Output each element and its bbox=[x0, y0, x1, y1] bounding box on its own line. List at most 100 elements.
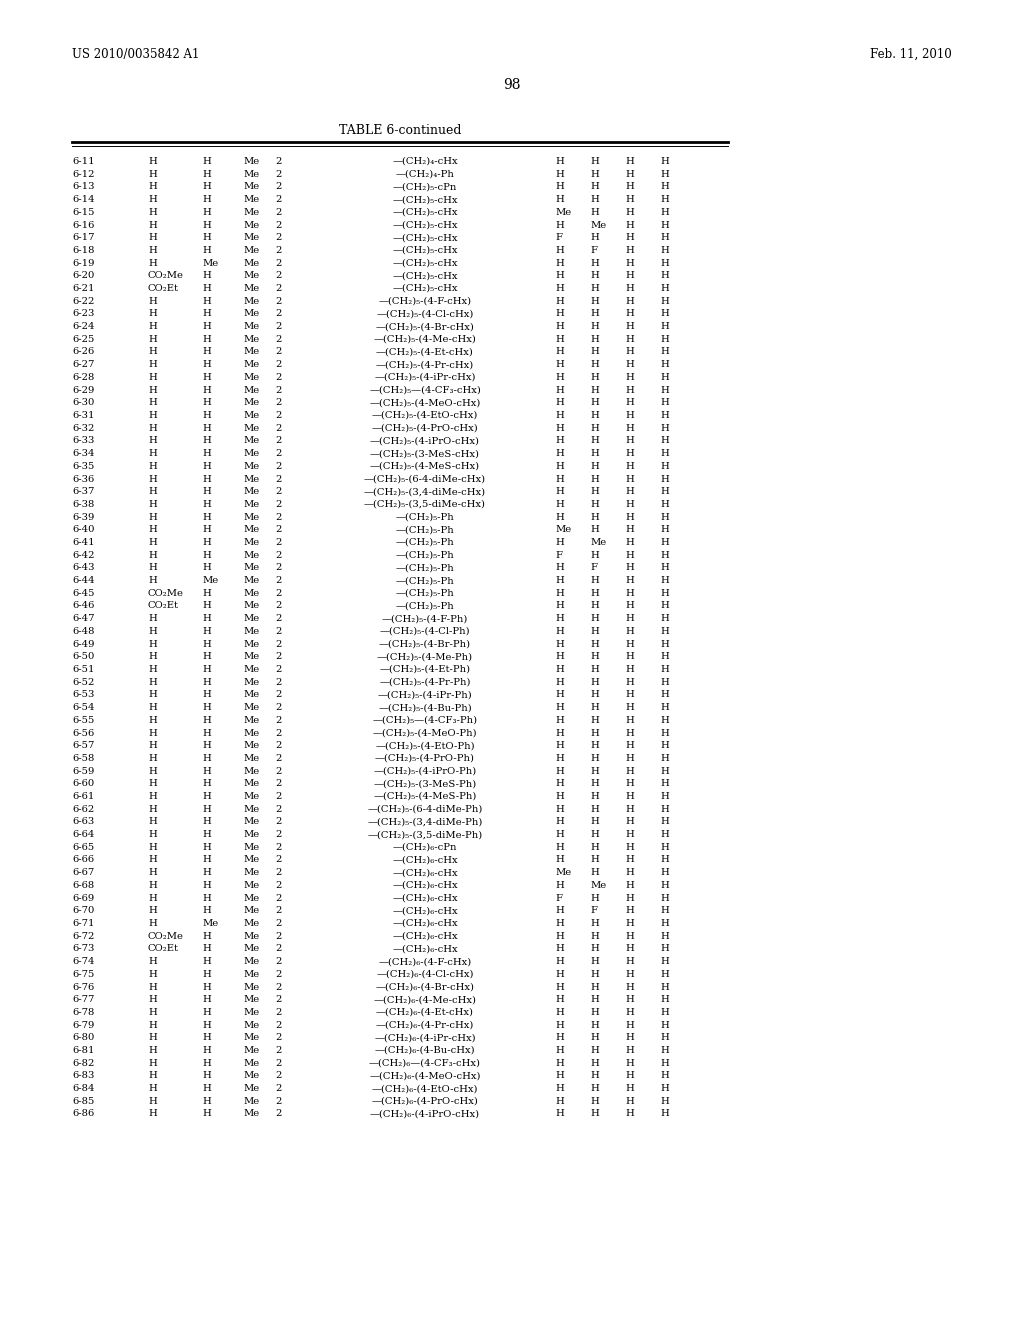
Text: 6-34: 6-34 bbox=[72, 449, 94, 458]
Text: Me: Me bbox=[202, 259, 218, 268]
Text: H: H bbox=[202, 729, 211, 738]
Text: 6-83: 6-83 bbox=[72, 1072, 94, 1080]
Text: Me: Me bbox=[555, 869, 571, 878]
Text: Me: Me bbox=[243, 995, 259, 1005]
Text: H: H bbox=[660, 779, 669, 788]
Text: H: H bbox=[625, 894, 634, 903]
Text: —(CH₂)₆-cHx: —(CH₂)₆-cHx bbox=[392, 932, 458, 941]
Text: H: H bbox=[202, 995, 211, 1005]
Text: 2: 2 bbox=[275, 539, 282, 546]
Text: H: H bbox=[660, 437, 669, 445]
Text: 6-16: 6-16 bbox=[72, 220, 94, 230]
Text: H: H bbox=[625, 322, 634, 331]
Text: 2: 2 bbox=[275, 335, 282, 343]
Text: H: H bbox=[590, 767, 599, 776]
Text: H: H bbox=[590, 677, 599, 686]
Text: H: H bbox=[590, 399, 599, 408]
Text: —(CH₂)₆-cHx: —(CH₂)₆-cHx bbox=[392, 944, 458, 953]
Text: H: H bbox=[660, 665, 669, 675]
Text: Me: Me bbox=[243, 1008, 259, 1016]
Text: 6-14: 6-14 bbox=[72, 195, 94, 205]
Text: 6-65: 6-65 bbox=[72, 842, 94, 851]
Text: H: H bbox=[148, 690, 157, 700]
Text: H: H bbox=[625, 399, 634, 408]
Text: —(CH₂)₅-(4-Cl-cHx): —(CH₂)₅-(4-Cl-cHx) bbox=[376, 309, 474, 318]
Text: 6-20: 6-20 bbox=[72, 272, 94, 280]
Text: H: H bbox=[202, 220, 211, 230]
Text: H: H bbox=[148, 1110, 157, 1118]
Text: H: H bbox=[660, 880, 669, 890]
Text: H: H bbox=[590, 1034, 599, 1043]
Text: 2: 2 bbox=[275, 690, 282, 700]
Text: H: H bbox=[625, 957, 634, 966]
Text: H: H bbox=[148, 360, 157, 370]
Text: H: H bbox=[660, 564, 669, 573]
Text: H: H bbox=[660, 957, 669, 966]
Text: H: H bbox=[590, 170, 599, 178]
Text: H: H bbox=[148, 385, 157, 395]
Text: —(CH₂)₅-(4-Br-Ph): —(CH₂)₅-(4-Br-Ph) bbox=[379, 640, 471, 648]
Text: —(CH₂)₆-(4-Et-cHx): —(CH₂)₆-(4-Et-cHx) bbox=[376, 1008, 474, 1016]
Text: 2: 2 bbox=[275, 259, 282, 268]
Text: F: F bbox=[590, 564, 597, 573]
Text: H: H bbox=[148, 640, 157, 648]
Text: H: H bbox=[625, 550, 634, 560]
Text: 6-51: 6-51 bbox=[72, 665, 94, 675]
Text: H: H bbox=[660, 1008, 669, 1016]
Text: 2: 2 bbox=[275, 842, 282, 851]
Text: —(CH₂)₅-(3,5-diMe-Ph): —(CH₂)₅-(3,5-diMe-Ph) bbox=[368, 830, 482, 840]
Text: 2: 2 bbox=[275, 907, 282, 915]
Text: 2: 2 bbox=[275, 462, 282, 471]
Text: —(CH₂)₅-cHx: —(CH₂)₅-cHx bbox=[392, 234, 458, 242]
Text: H: H bbox=[590, 842, 599, 851]
Text: H: H bbox=[148, 411, 157, 420]
Text: 2: 2 bbox=[275, 715, 282, 725]
Text: Me: Me bbox=[243, 207, 259, 216]
Text: H: H bbox=[148, 665, 157, 675]
Text: H: H bbox=[590, 589, 599, 598]
Text: H: H bbox=[555, 1072, 564, 1080]
Text: H: H bbox=[660, 259, 669, 268]
Text: 2: 2 bbox=[275, 500, 282, 510]
Text: —(CH₂)₄-cHx: —(CH₂)₄-cHx bbox=[392, 157, 458, 166]
Text: H: H bbox=[660, 322, 669, 331]
Text: H: H bbox=[625, 1072, 634, 1080]
Text: H: H bbox=[555, 246, 564, 255]
Text: H: H bbox=[202, 385, 211, 395]
Text: H: H bbox=[590, 207, 599, 216]
Text: H: H bbox=[625, 982, 634, 991]
Text: H: H bbox=[555, 767, 564, 776]
Text: H: H bbox=[660, 424, 669, 433]
Text: H: H bbox=[555, 602, 564, 610]
Text: H: H bbox=[625, 805, 634, 813]
Text: 2: 2 bbox=[275, 932, 282, 941]
Text: H: H bbox=[590, 869, 599, 878]
Text: H: H bbox=[555, 170, 564, 178]
Text: H: H bbox=[590, 500, 599, 510]
Text: H: H bbox=[625, 729, 634, 738]
Text: H: H bbox=[555, 932, 564, 941]
Text: Me: Me bbox=[243, 487, 259, 496]
Text: H: H bbox=[625, 220, 634, 230]
Text: —(CH₂)₅-(4-MeS-cHx): —(CH₂)₅-(4-MeS-cHx) bbox=[370, 462, 480, 471]
Text: —(CH₂)₅-Ph: —(CH₂)₅-Ph bbox=[395, 576, 455, 585]
Text: H: H bbox=[148, 907, 157, 915]
Text: H: H bbox=[590, 982, 599, 991]
Text: H: H bbox=[625, 1008, 634, 1016]
Text: H: H bbox=[555, 335, 564, 343]
Text: —(CH₂)₅-(4-F-Ph): —(CH₂)₅-(4-F-Ph) bbox=[382, 614, 468, 623]
Text: F: F bbox=[590, 246, 597, 255]
Text: H: H bbox=[660, 995, 669, 1005]
Text: 6-49: 6-49 bbox=[72, 640, 94, 648]
Text: —(CH₂)₅—(4-CF₃-Ph): —(CH₂)₅—(4-CF₃-Ph) bbox=[373, 715, 477, 725]
Text: H: H bbox=[590, 309, 599, 318]
Text: 6-13: 6-13 bbox=[72, 182, 94, 191]
Text: H: H bbox=[555, 1008, 564, 1016]
Text: H: H bbox=[148, 207, 157, 216]
Text: H: H bbox=[202, 754, 211, 763]
Text: 2: 2 bbox=[275, 1097, 282, 1106]
Text: Me: Me bbox=[243, 157, 259, 166]
Text: H: H bbox=[625, 309, 634, 318]
Text: 6-74: 6-74 bbox=[72, 957, 94, 966]
Text: H: H bbox=[590, 715, 599, 725]
